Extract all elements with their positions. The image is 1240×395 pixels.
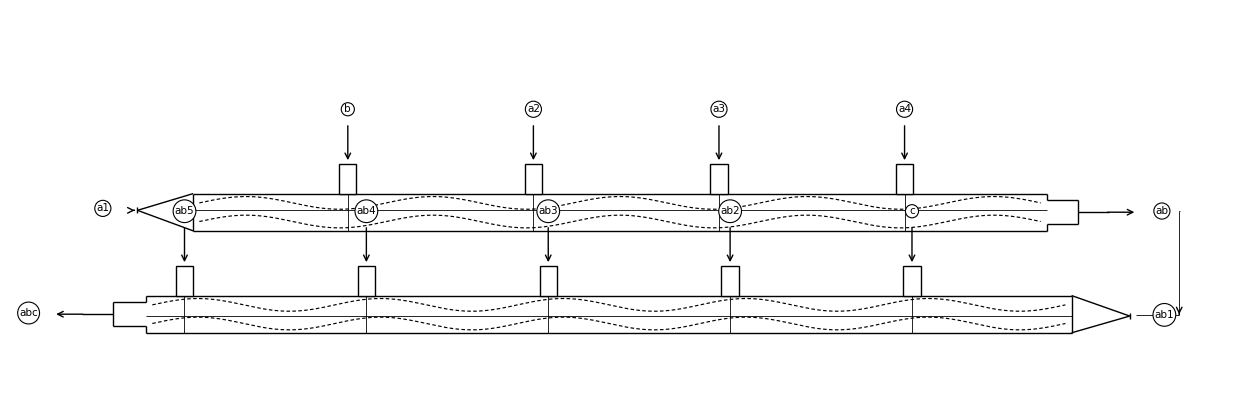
Bar: [722, 266, 739, 295]
Bar: [903, 266, 920, 295]
Text: a4: a4: [898, 104, 911, 114]
Bar: [897, 164, 913, 194]
Text: a1: a1: [97, 203, 109, 213]
Text: ab2: ab2: [720, 206, 740, 216]
Text: ab5: ab5: [175, 206, 195, 216]
Bar: [539, 266, 557, 295]
Text: b: b: [345, 104, 351, 114]
Text: ab4: ab4: [357, 206, 376, 216]
Bar: [711, 164, 728, 194]
Text: c: c: [909, 206, 915, 216]
Text: a3: a3: [713, 104, 725, 114]
Text: abc: abc: [20, 308, 38, 318]
Bar: [357, 266, 374, 295]
Bar: [340, 164, 356, 194]
Bar: [525, 164, 542, 194]
Bar: [176, 266, 193, 295]
Text: ab3: ab3: [538, 206, 558, 216]
Text: ab: ab: [1156, 206, 1168, 216]
Text: ab1: ab1: [1154, 310, 1174, 320]
Text: a2: a2: [527, 104, 539, 114]
